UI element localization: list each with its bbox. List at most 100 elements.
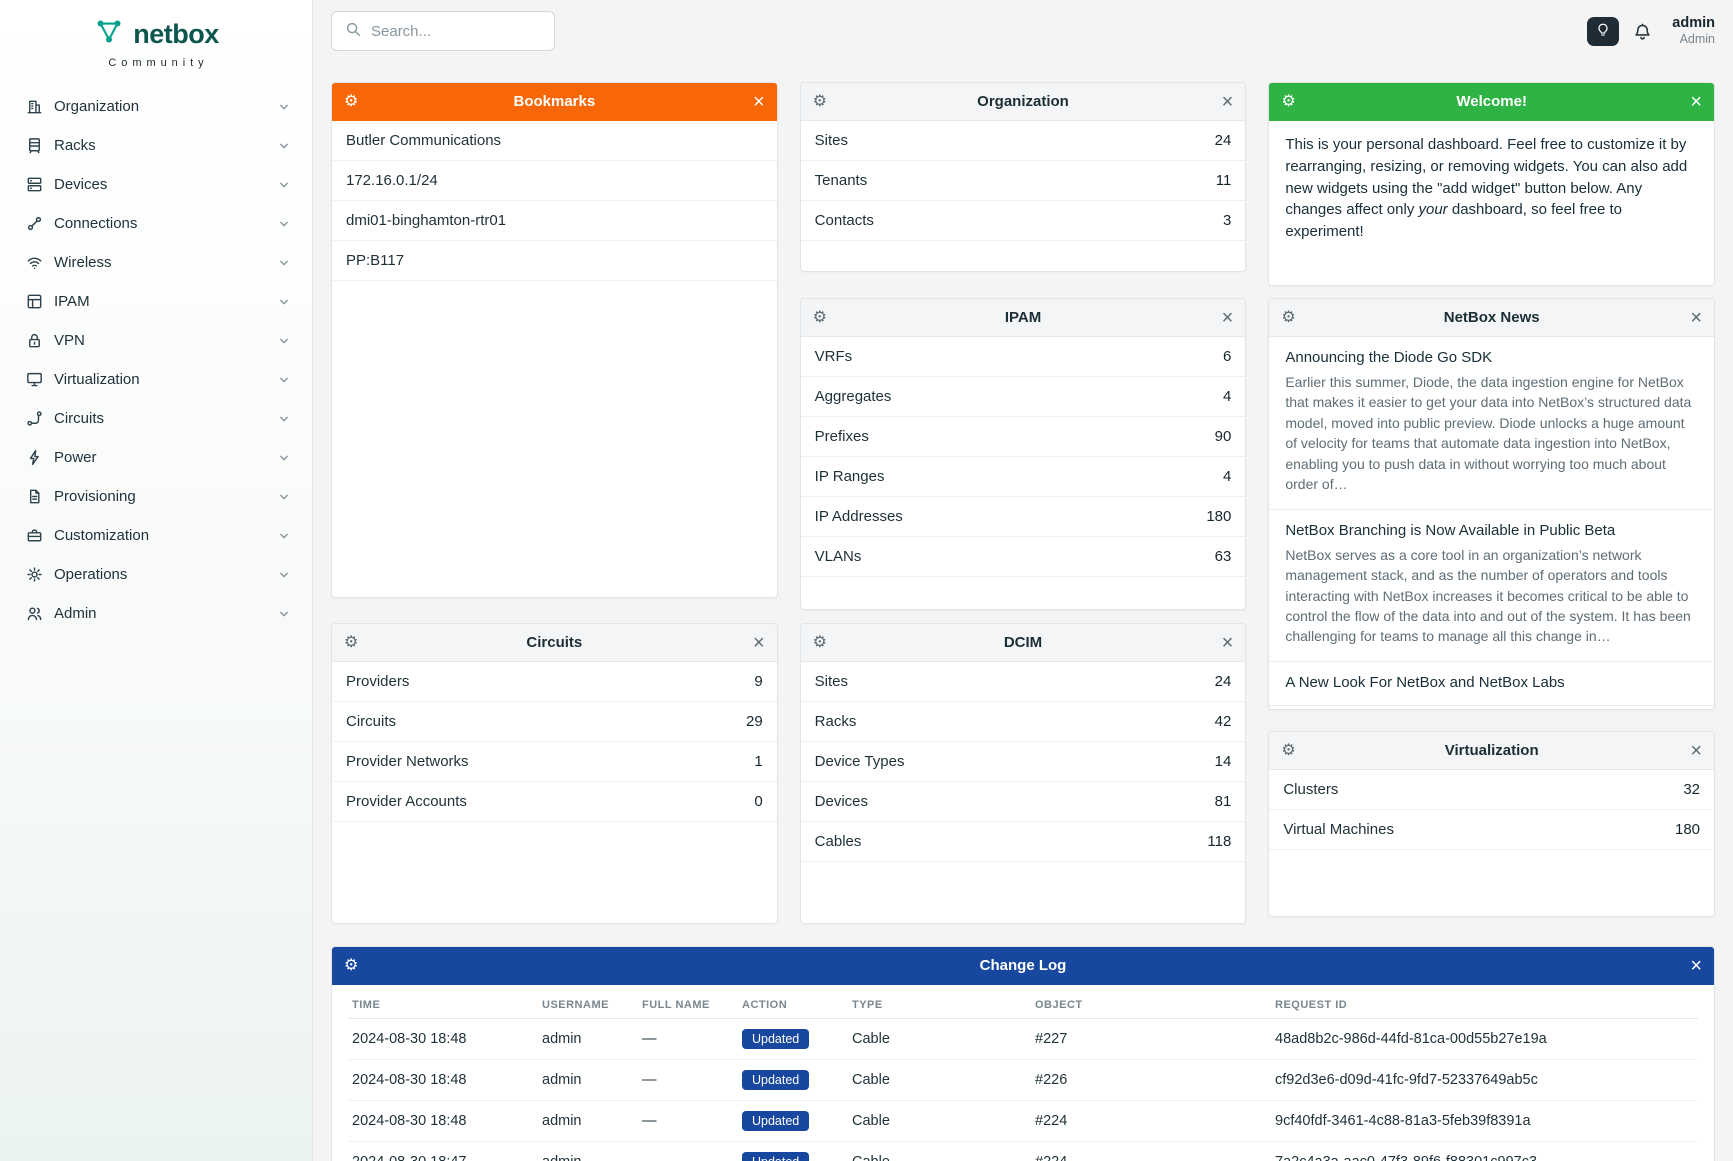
connections-icon <box>25 214 44 233</box>
change-object-link[interactable]: #224 <box>1031 1100 1271 1142</box>
sidebar-item-provisioning[interactable]: Provisioning <box>0 477 312 516</box>
stat-label: IP Addresses <box>814 508 903 525</box>
news-article-title[interactable]: NetBox Branching is Now Available in Pub… <box>1285 521 1616 539</box>
stat-row: Device Types 14 <box>800 742 1246 782</box>
widget-config-gear-icon[interactable]: ⚙ <box>344 92 359 110</box>
change-object-link[interactable]: #227 <box>1031 1018 1271 1060</box>
widget-header: ⚙ Welcome! × <box>1269 83 1715 121</box>
widget-close-icon[interactable]: × <box>1690 954 1702 977</box>
stat-value[interactable]: 63 <box>1214 548 1232 565</box>
sidebar-item-wireless[interactable]: Wireless <box>0 243 312 282</box>
column-header: REQUEST ID <box>1271 985 1698 1019</box>
sidebar-item-label: Circuits <box>54 410 105 427</box>
stat-value[interactable]: 180 <box>1674 821 1701 838</box>
stat-value[interactable]: 6 <box>1223 348 1232 365</box>
change-time-link[interactable]: 2024-08-30 18:48 <box>348 1100 538 1142</box>
bookmark-item[interactable]: PP:B117 <box>332 241 777 281</box>
widget-close-icon[interactable]: × <box>752 631 765 654</box>
sidebar-item-circuits[interactable]: Circuits <box>0 399 312 438</box>
change-time-link[interactable]: 2024-08-30 18:47 <box>348 1141 538 1161</box>
user-menu[interactable]: admin Admin <box>1672 14 1715 48</box>
sidebar-item-connections[interactable]: Connections <box>0 204 312 243</box>
stat-value[interactable]: 11 <box>1215 172 1232 189</box>
sidebar-item-power[interactable]: Power <box>0 438 312 477</box>
sidebar-item-admin[interactable]: Admin <box>0 594 312 633</box>
sidebar-item-racks[interactable]: Racks <box>0 126 312 165</box>
devices-icon <box>25 175 44 194</box>
welcome-text-emphasis: your <box>1418 201 1448 219</box>
ipam-grid-icon <box>25 292 44 311</box>
widget-title: Change Log <box>979 957 1067 974</box>
sidebar-item-ipam[interactable]: IPAM <box>0 282 312 321</box>
stat-value[interactable]: 1 <box>754 753 763 770</box>
widget-close-icon[interactable]: × <box>1221 90 1234 113</box>
change-time-link[interactable]: 2024-08-30 18:48 <box>348 1018 538 1060</box>
widget-config-gear-icon[interactable]: ⚙ <box>344 956 359 974</box>
stat-value[interactable]: 180 <box>1206 508 1232 525</box>
stat-value[interactable]: 42 <box>1214 713 1232 730</box>
chevron-down-icon <box>276 216 292 232</box>
bookmark-item[interactable]: Butler Communications <box>332 121 777 161</box>
sidebar-item-operations[interactable]: Operations <box>0 555 312 594</box>
theme-toggle-button[interactable] <box>1587 16 1620 46</box>
change-username: admin <box>538 1141 638 1161</box>
stat-value[interactable]: 9 <box>754 673 763 690</box>
stat-value[interactable]: 4 <box>1223 388 1232 405</box>
sidebar-item-vpn[interactable]: VPN <box>0 321 312 360</box>
stat-label: Sites <box>814 132 849 149</box>
news-article-title[interactable]: A New Look For NetBox and NetBox Labs <box>1285 673 1565 691</box>
sidebar-item-devices[interactable]: Devices <box>0 165 312 204</box>
change-request-id-link[interactable]: cf92d3e6-d09d-41fc-9fd7-52337649ab5c <box>1271 1059 1698 1101</box>
stat-value[interactable]: 24 <box>1214 673 1232 690</box>
changelog-row: 2024-08-30 18:47 admin — Updated Cable #… <box>348 1141 1698 1161</box>
widget-close-icon[interactable]: × <box>1221 631 1234 654</box>
change-object-link[interactable]: #224 <box>1031 1141 1271 1161</box>
search-input[interactable] <box>371 22 570 40</box>
action-badge: Updated <box>742 1111 810 1131</box>
stat-value[interactable]: 90 <box>1214 428 1232 445</box>
change-object-link[interactable]: #226 <box>1031 1059 1271 1101</box>
stat-value[interactable]: 32 <box>1683 781 1701 798</box>
bookmark-item[interactable]: 172.16.0.1/24 <box>332 161 777 201</box>
widget-config-gear-icon[interactable]: ⚙ <box>344 633 359 651</box>
stat-value[interactable]: 4 <box>1223 468 1232 485</box>
stat-value[interactable]: 81 <box>1214 793 1232 810</box>
change-request-id-link[interactable]: 7a2c4a3a-aac0-47f3-89f6-f88301c997c3 <box>1271 1141 1698 1161</box>
stat-value[interactable]: 14 <box>1214 753 1232 770</box>
stat-row: Virtual Machines 180 <box>1269 810 1715 850</box>
notifications-bell-icon[interactable] <box>1632 21 1653 42</box>
stat-value[interactable]: 0 <box>754 793 763 810</box>
stat-label: Device Types <box>814 753 905 770</box>
widget-config-gear-icon[interactable]: ⚙ <box>812 92 828 110</box>
widget-config-gear-icon[interactable]: ⚙ <box>1281 741 1296 759</box>
chevron-down-icon <box>276 177 292 193</box>
change-request-id-link[interactable]: 9cf40fdf-3461-4c88-81a3-5feb39f8391a <box>1271 1100 1698 1142</box>
change-time-link[interactable]: 2024-08-30 18:48 <box>348 1059 538 1101</box>
widget-close-icon[interactable]: × <box>1690 90 1703 113</box>
widget-config-gear-icon[interactable]: ⚙ <box>812 633 828 651</box>
sidebar-item-organization[interactable]: Organization <box>0 87 312 126</box>
sidebar: netbox Community Organization Racks Devi… <box>0 0 313 1161</box>
widget-close-icon[interactable]: × <box>1690 739 1703 762</box>
widget-close-icon[interactable]: × <box>752 90 765 113</box>
widget-config-gear-icon[interactable]: ⚙ <box>1281 92 1296 110</box>
widget-config-gear-icon[interactable]: ⚙ <box>812 308 828 326</box>
monitor-icon <box>25 370 44 389</box>
sidebar-item-virtualization[interactable]: Virtualization <box>0 360 312 399</box>
widget-close-icon[interactable]: × <box>1221 306 1234 329</box>
news-article-title[interactable]: Announcing the Diode Go SDK <box>1285 349 1493 366</box>
bookmark-item[interactable]: dmi01-binghamton-rtr01 <box>332 201 777 241</box>
change-request-id-link[interactable]: 48ad8b2c-986d-44fd-81ca-00d55b27e19a <box>1271 1018 1698 1060</box>
widget-close-icon[interactable]: × <box>1690 306 1703 329</box>
stat-value[interactable]: 29 <box>745 713 763 730</box>
stat-value[interactable]: 24 <box>1214 132 1232 149</box>
changelog-row: 2024-08-30 18:48 admin — Updated Cable #… <box>348 1100 1698 1142</box>
widget-config-gear-icon[interactable]: ⚙ <box>1281 308 1296 326</box>
brand[interactable]: netbox Community <box>0 0 312 75</box>
stat-value[interactable]: 118 <box>1207 833 1232 850</box>
stat-label: Tenants <box>814 172 868 189</box>
stat-label: Cables <box>814 833 862 850</box>
sidebar-item-customization[interactable]: Customization <box>0 516 312 555</box>
stat-value[interactable]: 3 <box>1223 212 1232 229</box>
lightbulb-icon <box>1595 22 1611 41</box>
